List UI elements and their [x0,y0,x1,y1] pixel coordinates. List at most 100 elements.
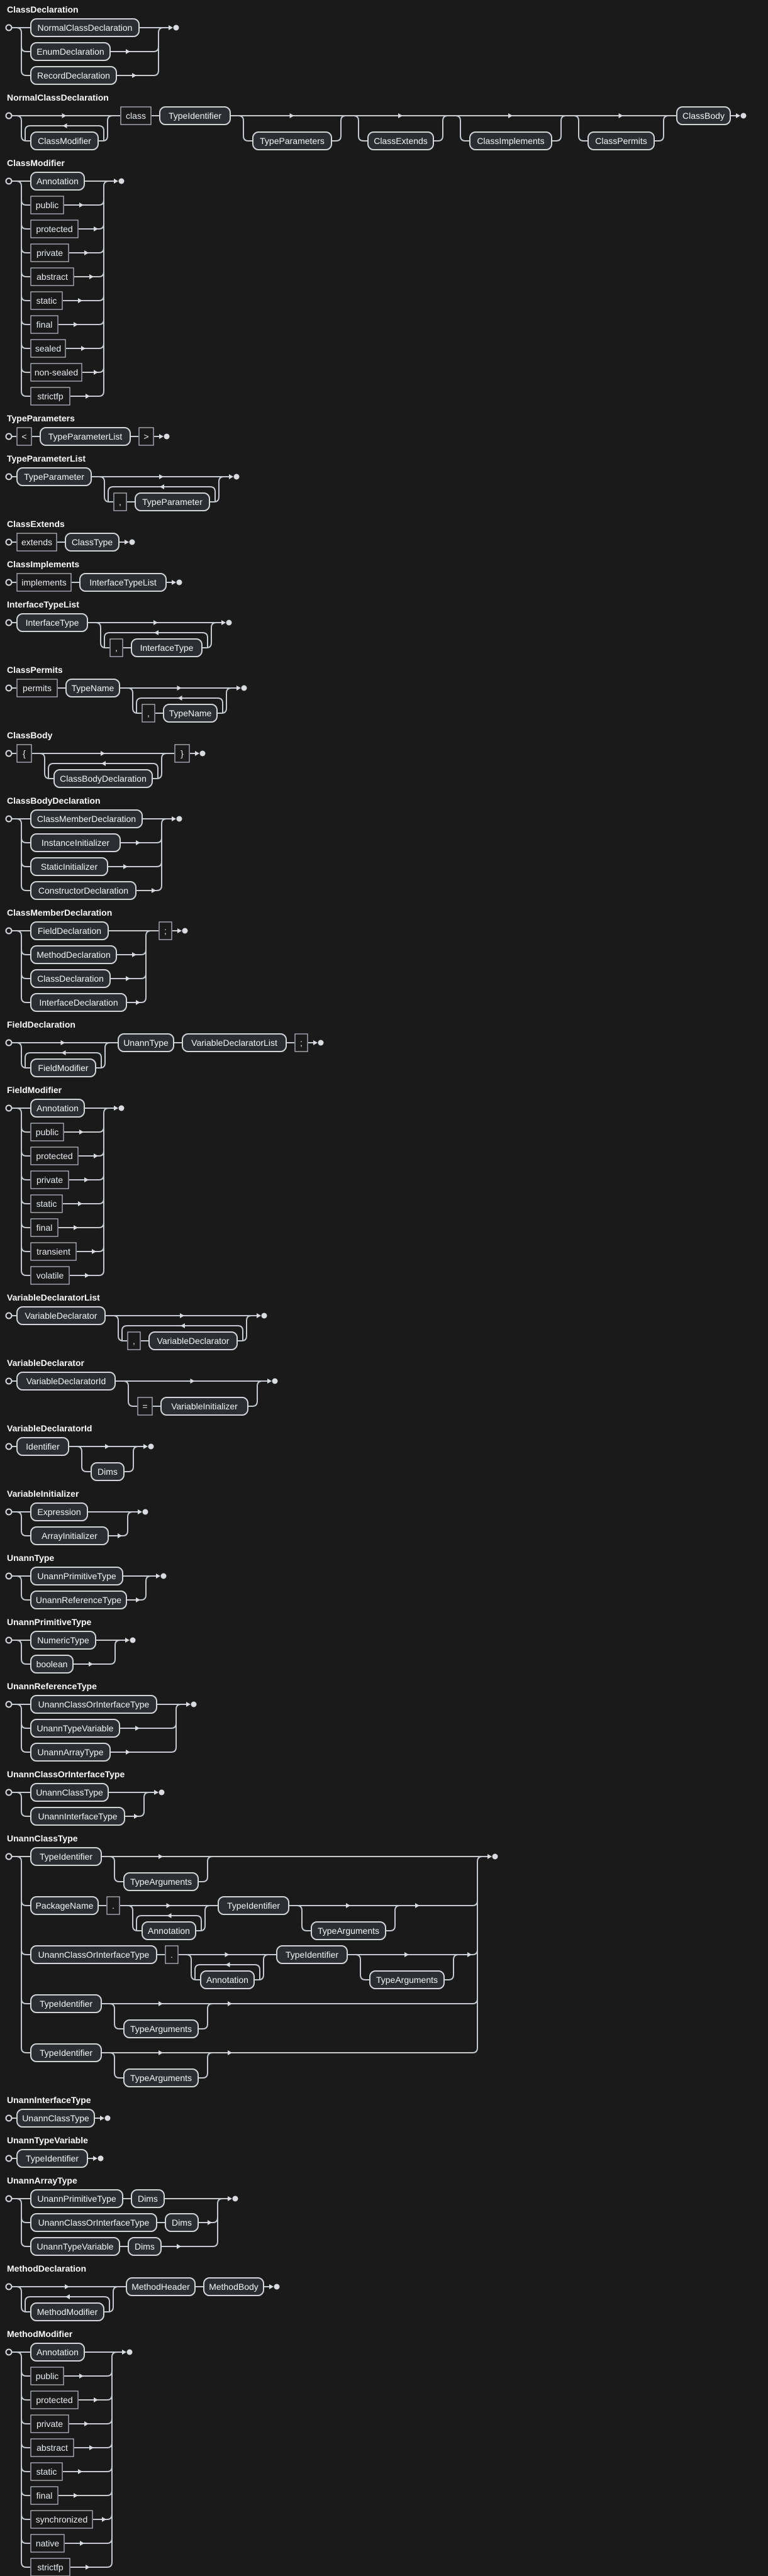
end-marker-icon [118,1105,125,1111]
arrow-right-icon [65,2284,69,2289]
arrow-right-icon [195,751,199,756]
node-ClassExtends: ClassExtends [367,131,434,150]
node-}: } [174,744,190,763]
node-sealed: sealed [30,339,66,358]
node-label: . [112,1901,114,1911]
diagram-nodes: {ClassBodyDeclaration} [5,744,206,788]
arrow-right-icon [152,888,156,893]
arrow-right-icon [467,1952,472,1957]
section-TypeParameters: TypeParameters < TypeParameterList > [5,413,170,446]
section-ClassMemberDeclaration: ClassMemberDeclaration FieldDeclaration Me… [5,908,188,1012]
arrow-right-icon [79,203,84,208]
node-label: permits [23,683,52,693]
node-label: ; [164,926,167,936]
node-TypeArguments: TypeArguments [311,1921,386,1940]
node-VariableDeclaratorList: VariableDeclaratorList [182,1033,287,1052]
node-protected: protected [30,219,79,238]
start-marker-icon [5,815,13,823]
start-marker-icon [5,1789,13,1796]
node-abstract: abstract [30,267,74,286]
diagram-lines [12,818,172,891]
node-TypeIdentifier: TypeIdentifier [276,1945,348,1964]
node-final: final [30,315,58,334]
end-marker-icon [318,1040,324,1046]
node-label: = [142,1401,147,1411]
node-TypeParameter: TypeParameter [16,467,92,486]
diagram-nodes: InterfaceType, InterfaceType [5,613,232,657]
diagram-nodes: UnannClassType [5,2109,111,2128]
node-UnannClassType: UnannClassType [16,2109,95,2128]
arrow-left-icon [167,1913,172,1918]
node-,: , [142,704,155,723]
node-InstanceInitializer: InstanceInitializer [30,833,121,852]
node-label: UnannClassOrInterfaceType [38,1699,150,1709]
node-InterfaceType: InterfaceType [131,638,203,657]
node-TypeArguments: TypeArguments [123,2019,199,2038]
rule-name: ClassImplements [7,559,79,569]
arrow-right-icon [143,1444,148,1449]
end-marker-icon [274,2284,280,2290]
section-ClassDeclaration: ClassDeclaration NormalClassDeclaration En… [5,4,179,85]
node-label: VariableDeclarator [25,1311,97,1321]
end-marker-icon [148,1443,154,1450]
node-TypeParameter: TypeParameter [135,492,210,511]
section-UnannReferenceType: UnannReferenceType UnannClassOrInterfaceT… [5,1681,197,1762]
section-UnannType: UnannType UnannPrimitiveType UnannReferenc… [5,1553,167,1609]
node-StaticInitializer: StaticInitializer [30,857,108,876]
arrow-right-icon [85,1273,89,1278]
node->: > [138,427,154,446]
start-marker-icon [5,1443,13,1450]
arrow-right-icon [74,2493,78,2498]
node-label: UnannTypeVariable [37,2241,114,2251]
node-label: public [36,200,59,210]
node-;: ; [294,1033,308,1052]
node-label: UnannClassType [36,1787,103,1797]
node-ClassImplements: ClassImplements [469,131,552,150]
arrow-right-icon [126,49,130,54]
node-label: native [36,2538,60,2548]
diagram-nodes: FieldDeclaration MethodDeclaration ClassDe… [5,921,188,1012]
diagram-nodes: NormalClassDeclaration EnumDeclaration Rec… [5,18,179,85]
node-EnumDeclaration: EnumDeclaration [30,42,111,61]
start-marker-icon [5,1039,13,1046]
node-label: abstract [36,2443,68,2453]
node-label: Annotation [36,2347,79,2357]
node-UnannClassOrInterfaceType: UnannClassOrInterfaceType [30,2213,157,2232]
node-label: strictfp [37,2562,63,2572]
node-label: final [36,2490,53,2501]
arrow-right-icon [86,394,90,399]
diagram-nodes: UnannPrimitiveType UnannReferenceType [5,1567,167,1609]
arrow-right-icon [132,952,136,957]
node-label: ClassBodyDeclaration [60,774,147,784]
arrow-right-icon [89,1662,93,1667]
arrow-right-icon [78,298,82,303]
node-label: TypeArguments [130,2024,192,2034]
node-ClassBodyDeclaration: ClassBodyDeclaration [53,769,153,788]
arrow-right-icon [180,1313,184,1318]
arrow-right-icon [74,322,78,327]
node-TypeArguments: TypeArguments [369,1970,445,1989]
node-label: < [21,431,26,441]
start-marker-icon [5,1572,13,1580]
end-marker-icon [129,539,135,545]
node-extends: extends [16,533,57,552]
arrow-right-icon [79,1130,84,1135]
arrow-right-icon [159,474,164,479]
node-public: public [30,1123,64,1141]
node-label: Annotation [36,176,79,186]
node-MethodModifier: MethodModifier [30,2302,104,2321]
node-non-sealed: non-sealed [30,363,82,382]
node-label: NumericType [37,1635,89,1645]
end-marker-icon [232,2196,238,2202]
start-marker-icon [5,538,13,546]
node-label: InterfaceType [26,618,79,628]
node-label: class [126,111,146,121]
node-;: ; [159,921,172,940]
node-label: Dims [138,2194,158,2204]
node-label: static [36,2467,57,2477]
node-label: ClassType [72,537,113,547]
section-VariableDeclaratorList: VariableDeclaratorList VariableDeclarator… [5,1292,267,1350]
end-marker-icon [191,1701,197,1707]
